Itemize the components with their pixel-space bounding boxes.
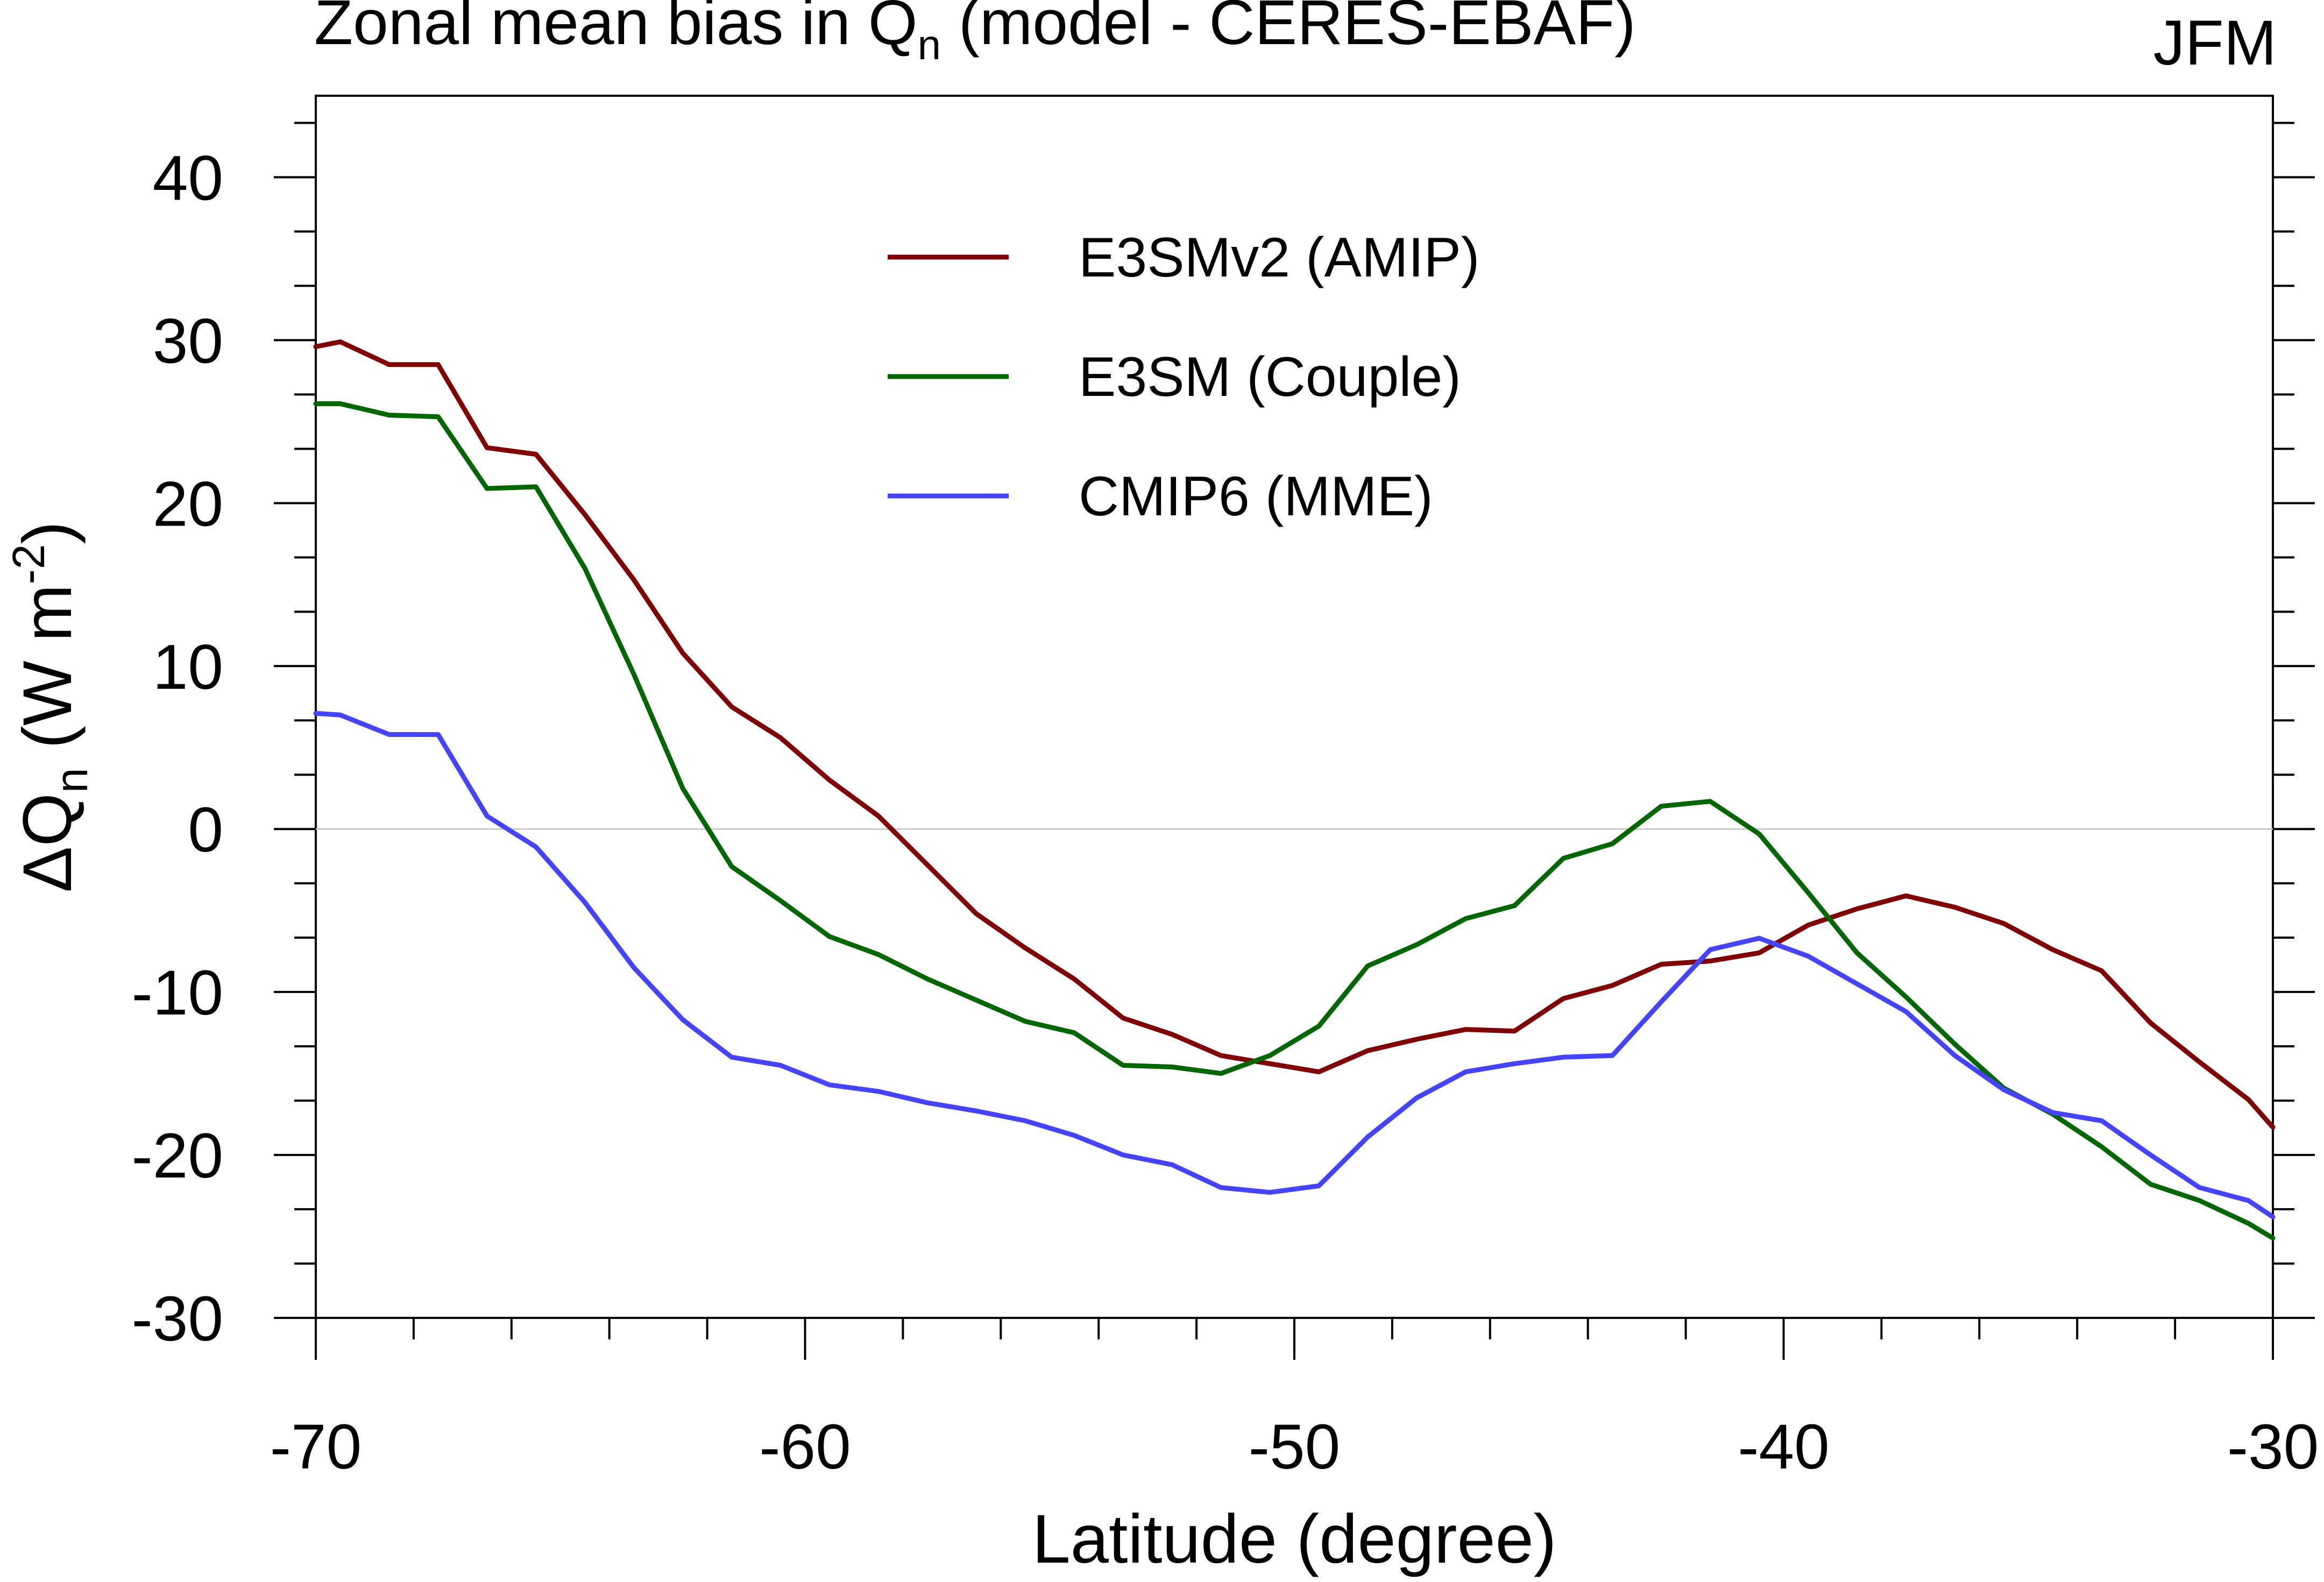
x-tick-label: -40 xyxy=(1738,1411,1830,1482)
legend-label-0: E3SMv2 (AMIP) xyxy=(1079,226,1479,289)
y-tick-label: 40 xyxy=(153,143,223,214)
series-line-2 xyxy=(313,711,2276,1219)
x-axis-label: Latitude (degree) xyxy=(1032,1501,1557,1578)
y-tick-label: -20 xyxy=(131,1120,223,1191)
x-tick-label: -60 xyxy=(759,1411,851,1482)
series-line-0 xyxy=(313,339,2276,1130)
legend-label-1: E3SM (Couple) xyxy=(1079,346,1461,408)
chart-title: Zonal mean bias in Qn (model - CERES-EBA… xyxy=(314,0,1636,68)
y-tick-label: 20 xyxy=(153,469,223,540)
season-label: JFM xyxy=(2153,8,2277,79)
y-tick-label: 0 xyxy=(188,794,223,866)
x-tick-label: -70 xyxy=(270,1411,362,1482)
x-tick-label: -30 xyxy=(2227,1411,2319,1482)
legend-label-2: CMIP6 (MME) xyxy=(1079,465,1433,528)
y-tick-label: -30 xyxy=(131,1283,223,1354)
y-axis-label: ΔQn (W m-2) xyxy=(3,521,97,892)
y-tick-label: 10 xyxy=(153,632,223,703)
x-tick-label: -50 xyxy=(1249,1411,1341,1482)
y-tick-label: 30 xyxy=(153,306,223,377)
series-line-1 xyxy=(313,401,2276,1241)
y-tick-label: -10 xyxy=(131,957,223,1028)
